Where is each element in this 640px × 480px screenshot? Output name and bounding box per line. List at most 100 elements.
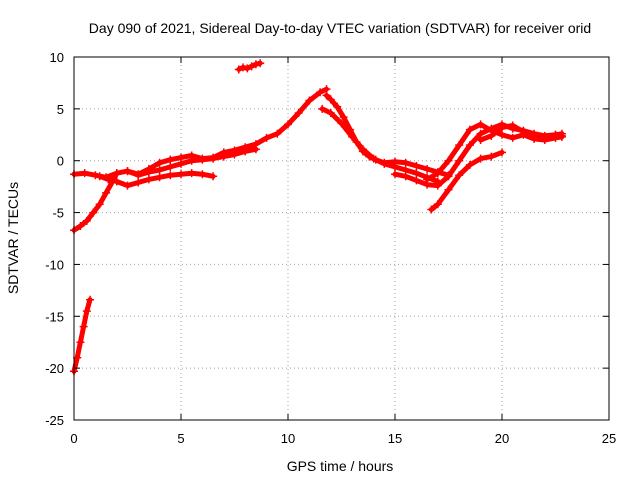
data-point [401,158,410,167]
data-point [369,154,378,163]
data-point [112,169,121,178]
series-seg-peak-decline-2 [318,104,442,186]
data-point [243,64,252,73]
chart-title: Day 090 of 2021, Sidereal Day-to-day VTE… [89,20,591,36]
data-point [519,127,528,136]
data-point [247,62,256,71]
data-point [401,172,410,181]
data-point [86,295,95,304]
data-point [177,170,185,179]
series-seg-main-upper [70,85,331,182]
grid [74,57,609,420]
series-line [71,170,120,233]
data-point [256,59,265,68]
data-point [423,165,432,174]
data-point [551,130,560,139]
data-point [73,353,82,362]
data-point [177,159,185,168]
data-point [476,154,485,163]
data-point [339,113,348,122]
data-point [433,181,442,190]
data-point [144,175,153,184]
data-point [412,161,421,170]
data-point [465,160,474,169]
data-point [166,155,175,164]
y-tick-label: 0 [57,154,64,169]
data-point [166,162,175,171]
data-point [82,307,91,316]
data-point [380,159,389,168]
data-point [230,150,239,159]
series-line [71,86,329,180]
x-axis-label: GPS time / hours [287,458,394,474]
data-point [465,141,474,150]
x-tick-label: 20 [495,431,509,446]
y-tick-label: -5 [52,206,64,221]
series-seg-pm-late [476,121,566,144]
data-point [557,131,566,140]
x-tick-label: 10 [281,431,295,446]
x-tick-label: 15 [388,431,402,446]
data-point [455,171,464,180]
data-point [322,91,331,100]
data-point [391,170,399,179]
y-axis-label: SDTVAR / TECUs [5,182,21,294]
data-point [337,119,346,128]
series-line [319,106,441,184]
data-point [455,141,464,150]
data-point [219,152,228,161]
data-point [95,200,104,209]
data-point [305,96,314,105]
data-point [508,133,517,142]
data-point [444,185,453,194]
data-point [239,63,248,72]
data-point [241,147,250,156]
data-point [76,222,85,231]
data-point [412,176,421,185]
data-point [444,172,453,181]
x-tick-label: 0 [70,431,77,446]
data-point [166,171,175,180]
data-point [487,152,496,161]
data-series [70,59,566,376]
data-point [89,208,98,217]
data-point [251,60,260,69]
y-tick-label: -25 [45,413,64,428]
data-point [134,171,143,180]
data-point [80,169,89,178]
data-point [540,132,549,141]
data-point [476,135,485,144]
series-seg-pm-upper [391,120,566,190]
data-point [487,131,496,140]
data-point [433,200,442,209]
data-point [123,181,132,190]
data-point [251,145,260,154]
data-point [455,156,464,165]
x-tick-label: 25 [602,431,616,446]
data-point [284,120,292,129]
data-point [187,156,196,165]
y-tick-label: -15 [45,309,64,324]
data-point [209,154,218,163]
data-point [155,158,164,167]
data-point [433,169,442,178]
data-point [358,145,367,154]
data-point [198,155,207,164]
axis-ticks: 0 5 10 15 20 25 -25 -20 -15 -10 -5 0 5 10 [45,50,616,446]
data-point [465,125,474,134]
data-point [326,95,335,104]
y-tick-label: -20 [45,361,64,376]
y-tick-label: -10 [45,257,64,272]
data-point [123,167,132,176]
data-point [476,120,485,129]
data-point [508,121,517,130]
data-point [262,133,271,142]
series-seg-pm-lower [427,148,506,214]
data-point [391,162,399,171]
data-point [348,132,357,141]
data-point [498,123,506,132]
data-point [79,322,88,331]
data-point [76,338,85,347]
data-point [155,166,164,175]
y-tick-label: 10 [50,50,64,65]
